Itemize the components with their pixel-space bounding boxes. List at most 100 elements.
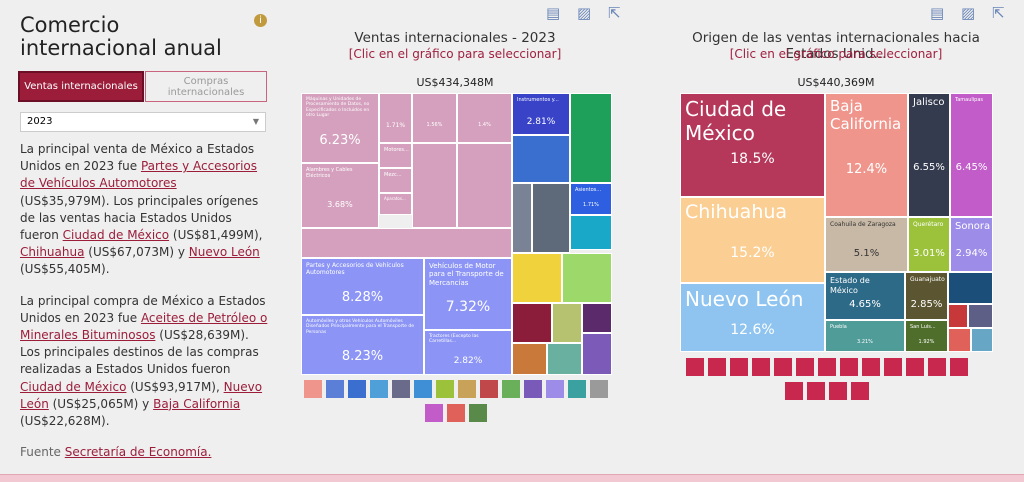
tile[interactable]: 1.71% <box>379 93 412 143</box>
category-icon[interactable] <box>326 380 344 398</box>
panel-icon[interactable]: ▨ <box>577 4 592 22</box>
panel-icon[interactable]: ⇱ <box>608 4 621 22</box>
tile[interactable]: Ciudad de México 18.5% <box>680 93 825 197</box>
category-icon[interactable] <box>950 358 968 376</box>
category-icon[interactable] <box>851 382 869 400</box>
tile-value: 7.32% <box>445 298 491 315</box>
tile-filler <box>570 93 612 183</box>
tile-value: 4.65% <box>849 299 881 311</box>
tab[interactable]: Compras internacionales <box>145 71 267 102</box>
panel-icon[interactable]: ▨ <box>961 4 976 22</box>
link[interactable]: Aceites de Petróleo o Minerales Bitumino… <box>20 310 268 343</box>
tile[interactable]: Mezc... <box>379 168 412 193</box>
link[interactable]: Chihuahua <box>20 245 85 260</box>
tile-value: 12.4% <box>845 162 888 178</box>
panel: ▤ ▨ ⇱ Ventas internacionales - 2023 [Clic en… <box>290 0 621 470</box>
tile-value: 3.01% <box>913 248 945 260</box>
category-icon[interactable] <box>546 380 564 398</box>
category-icon[interactable] <box>807 382 825 400</box>
tile[interactable]: Jalisco 6.55% <box>908 93 950 217</box>
tile-value: 15.2% <box>730 245 775 262</box>
link[interactable]: Nuevo León <box>188 245 260 260</box>
tile[interactable]: Tamaulipas 6.45% <box>950 93 993 217</box>
category-icon[interactable] <box>502 380 520 398</box>
tile[interactable]: Baja California 12.4% <box>825 93 908 217</box>
category-icon[interactable] <box>392 380 410 398</box>
tile[interactable]: Máquinas y Unidades de Procesamiento de … <box>301 93 379 163</box>
category-icon[interactable] <box>785 382 803 400</box>
panel-icon[interactable]: ⇱ <box>992 4 1005 22</box>
category-icon[interactable] <box>829 382 847 400</box>
category-icon[interactable] <box>818 358 836 376</box>
caret: ▼ <box>252 117 259 126</box>
tile[interactable]: Vehículos de Motor para el Transporte de… <box>424 258 512 330</box>
panel-icon[interactable]: ▤ <box>546 4 561 22</box>
category-icon[interactable] <box>884 358 902 376</box>
category-icon[interactable] <box>796 358 814 376</box>
tile[interactable]: Asientos... 1.71% <box>570 183 612 215</box>
paragraph: La principal venta de México a Estados U… <box>20 141 268 279</box>
category-icon[interactable] <box>928 358 946 376</box>
tile[interactable]: Puebla 3.21% <box>825 320 905 352</box>
category-icon[interactable] <box>568 380 586 398</box>
tile[interactable]: Partes y Accesorios de Vehículos Automot… <box>301 258 424 315</box>
link[interactable]: Nuevo León <box>20 379 263 411</box>
category-icon[interactable] <box>304 380 322 398</box>
category-icon[interactable] <box>469 404 487 422</box>
tile-filler <box>948 328 971 352</box>
category-icon[interactable] <box>348 380 366 398</box>
category-icon[interactable] <box>425 404 443 422</box>
info-icon[interactable]: i <box>254 14 267 27</box>
category-icon[interactable] <box>774 358 792 376</box>
tile[interactable]: San Luis... 1.92% <box>905 320 948 352</box>
category-icon[interactable] <box>524 380 542 398</box>
tile[interactable]: Coahuila de Zaragoza 5.1% <box>825 217 908 272</box>
tile[interactable]: Chihuahua 15.2% <box>680 197 825 283</box>
tile-value: 6.45% <box>955 162 988 174</box>
tile-label: Querétaro <box>913 221 944 228</box>
tile-label: Alambres y Cables Eléctricos <box>306 167 353 179</box>
tile[interactable]: Sonora 2.94% <box>950 217 993 272</box>
tile[interactable]: Instrumentos y... 2.81% <box>512 93 570 135</box>
tile[interactable]: Guanajuato 2.85% <box>905 272 948 320</box>
category-icon[interactable] <box>370 380 388 398</box>
link[interactable]: Ciudad de México <box>20 379 127 394</box>
link[interactable]: Ciudad de México <box>62 228 170 243</box>
tile[interactable]: Alambres y Cables Eléctricos 3.68% <box>301 163 379 228</box>
category-icon[interactable] <box>730 358 748 376</box>
category-icon[interactable] <box>686 358 704 376</box>
tile-value: 1.56% <box>426 121 443 128</box>
panel-icon[interactable]: ▤ <box>930 4 945 22</box>
category-icon[interactable] <box>436 380 454 398</box>
tile[interactable]: Tractores (Excepto las Carretillas... 2.8… <box>424 330 512 375</box>
tile[interactable]: Aparatos... <box>379 193 412 215</box>
source-link[interactable]: Secretaría de Economía. <box>64 445 212 460</box>
category-icon[interactable] <box>590 380 608 398</box>
tile[interactable]: 1.4% <box>457 93 512 143</box>
year-select[interactable]: 2023 ▼ <box>20 112 266 132</box>
tile[interactable]: Querétaro 3.01% <box>908 217 950 272</box>
tab-active[interactable]: Ventas internacionales <box>18 71 144 102</box>
category-icon[interactable] <box>708 358 726 376</box>
category-icon[interactable] <box>862 358 880 376</box>
tile-label: Instrumentos y... <box>517 97 559 103</box>
category-icon[interactable] <box>840 358 858 376</box>
tile[interactable]: Nuevo León 12.6% <box>680 283 825 352</box>
tile[interactable]: Motores... <box>379 143 412 168</box>
category-icon[interactable] <box>458 380 476 398</box>
category-icon[interactable] <box>414 380 432 398</box>
tile[interactable]: 1.56% <box>412 93 457 143</box>
link[interactable]: Baja California <box>153 396 241 411</box>
tile[interactable]: Automóviles y otros Vehículos Automóvile… <box>301 315 424 375</box>
tile[interactable]: Estado de México 4.65% <box>825 272 905 320</box>
tile-label: Jalisco <box>913 97 945 108</box>
category-icon[interactable] <box>752 358 770 376</box>
link[interactable]: Partes y Accesorios de Vehículos Automot… <box>20 159 258 191</box>
tile-label: Motores... <box>384 147 409 153</box>
tile-value: 8.23% <box>341 349 384 364</box>
tile-filler <box>512 343 547 375</box>
category-icon[interactable] <box>480 380 498 398</box>
category-icon[interactable] <box>447 404 465 422</box>
tile-value: 1.71% <box>385 121 406 129</box>
category-icon[interactable] <box>906 358 924 376</box>
